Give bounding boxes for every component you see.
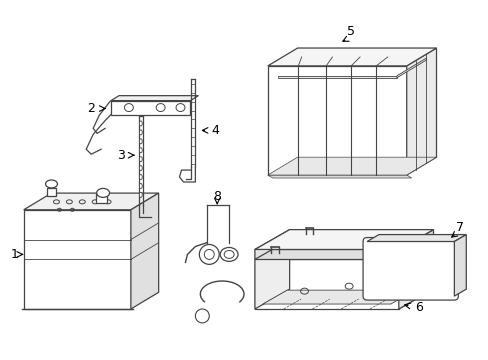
Ellipse shape [124,104,133,112]
Text: 6: 6 [414,301,422,314]
Polygon shape [277,76,396,78]
Ellipse shape [156,104,165,112]
Ellipse shape [220,247,238,261]
Text: 5: 5 [346,24,354,38]
Polygon shape [254,289,433,309]
Polygon shape [398,239,433,309]
Polygon shape [396,58,426,78]
Ellipse shape [139,157,142,162]
Ellipse shape [139,192,142,197]
Polygon shape [254,249,398,260]
Polygon shape [254,260,398,309]
Circle shape [199,244,219,264]
Polygon shape [406,48,436,175]
Text: 3: 3 [117,149,124,162]
Polygon shape [254,230,433,249]
Circle shape [195,309,209,323]
Ellipse shape [176,104,184,112]
Polygon shape [267,48,436,66]
Text: 4: 4 [211,124,219,137]
Bar [46,188,56,196]
Text: 8: 8 [213,190,221,203]
Polygon shape [267,175,411,178]
Ellipse shape [224,251,234,258]
Polygon shape [111,96,198,100]
Polygon shape [263,290,414,304]
Ellipse shape [139,130,142,135]
Polygon shape [131,193,158,309]
Polygon shape [267,157,436,175]
Polygon shape [254,230,289,260]
Ellipse shape [45,180,57,188]
Ellipse shape [97,188,109,197]
Polygon shape [111,100,190,114]
FancyBboxPatch shape [362,238,457,300]
Ellipse shape [139,184,142,188]
Polygon shape [24,210,131,309]
Polygon shape [267,66,406,175]
Text: 1: 1 [11,248,19,261]
Ellipse shape [139,148,142,153]
Polygon shape [453,235,466,296]
Polygon shape [254,239,289,309]
Polygon shape [366,235,466,242]
Ellipse shape [139,139,142,144]
Ellipse shape [139,175,142,180]
Ellipse shape [139,166,142,171]
Bar [96,194,107,203]
Polygon shape [24,193,158,210]
Text: 2: 2 [87,102,95,115]
Circle shape [204,249,214,260]
Ellipse shape [139,121,142,126]
Polygon shape [398,230,433,260]
Text: 7: 7 [455,221,464,234]
